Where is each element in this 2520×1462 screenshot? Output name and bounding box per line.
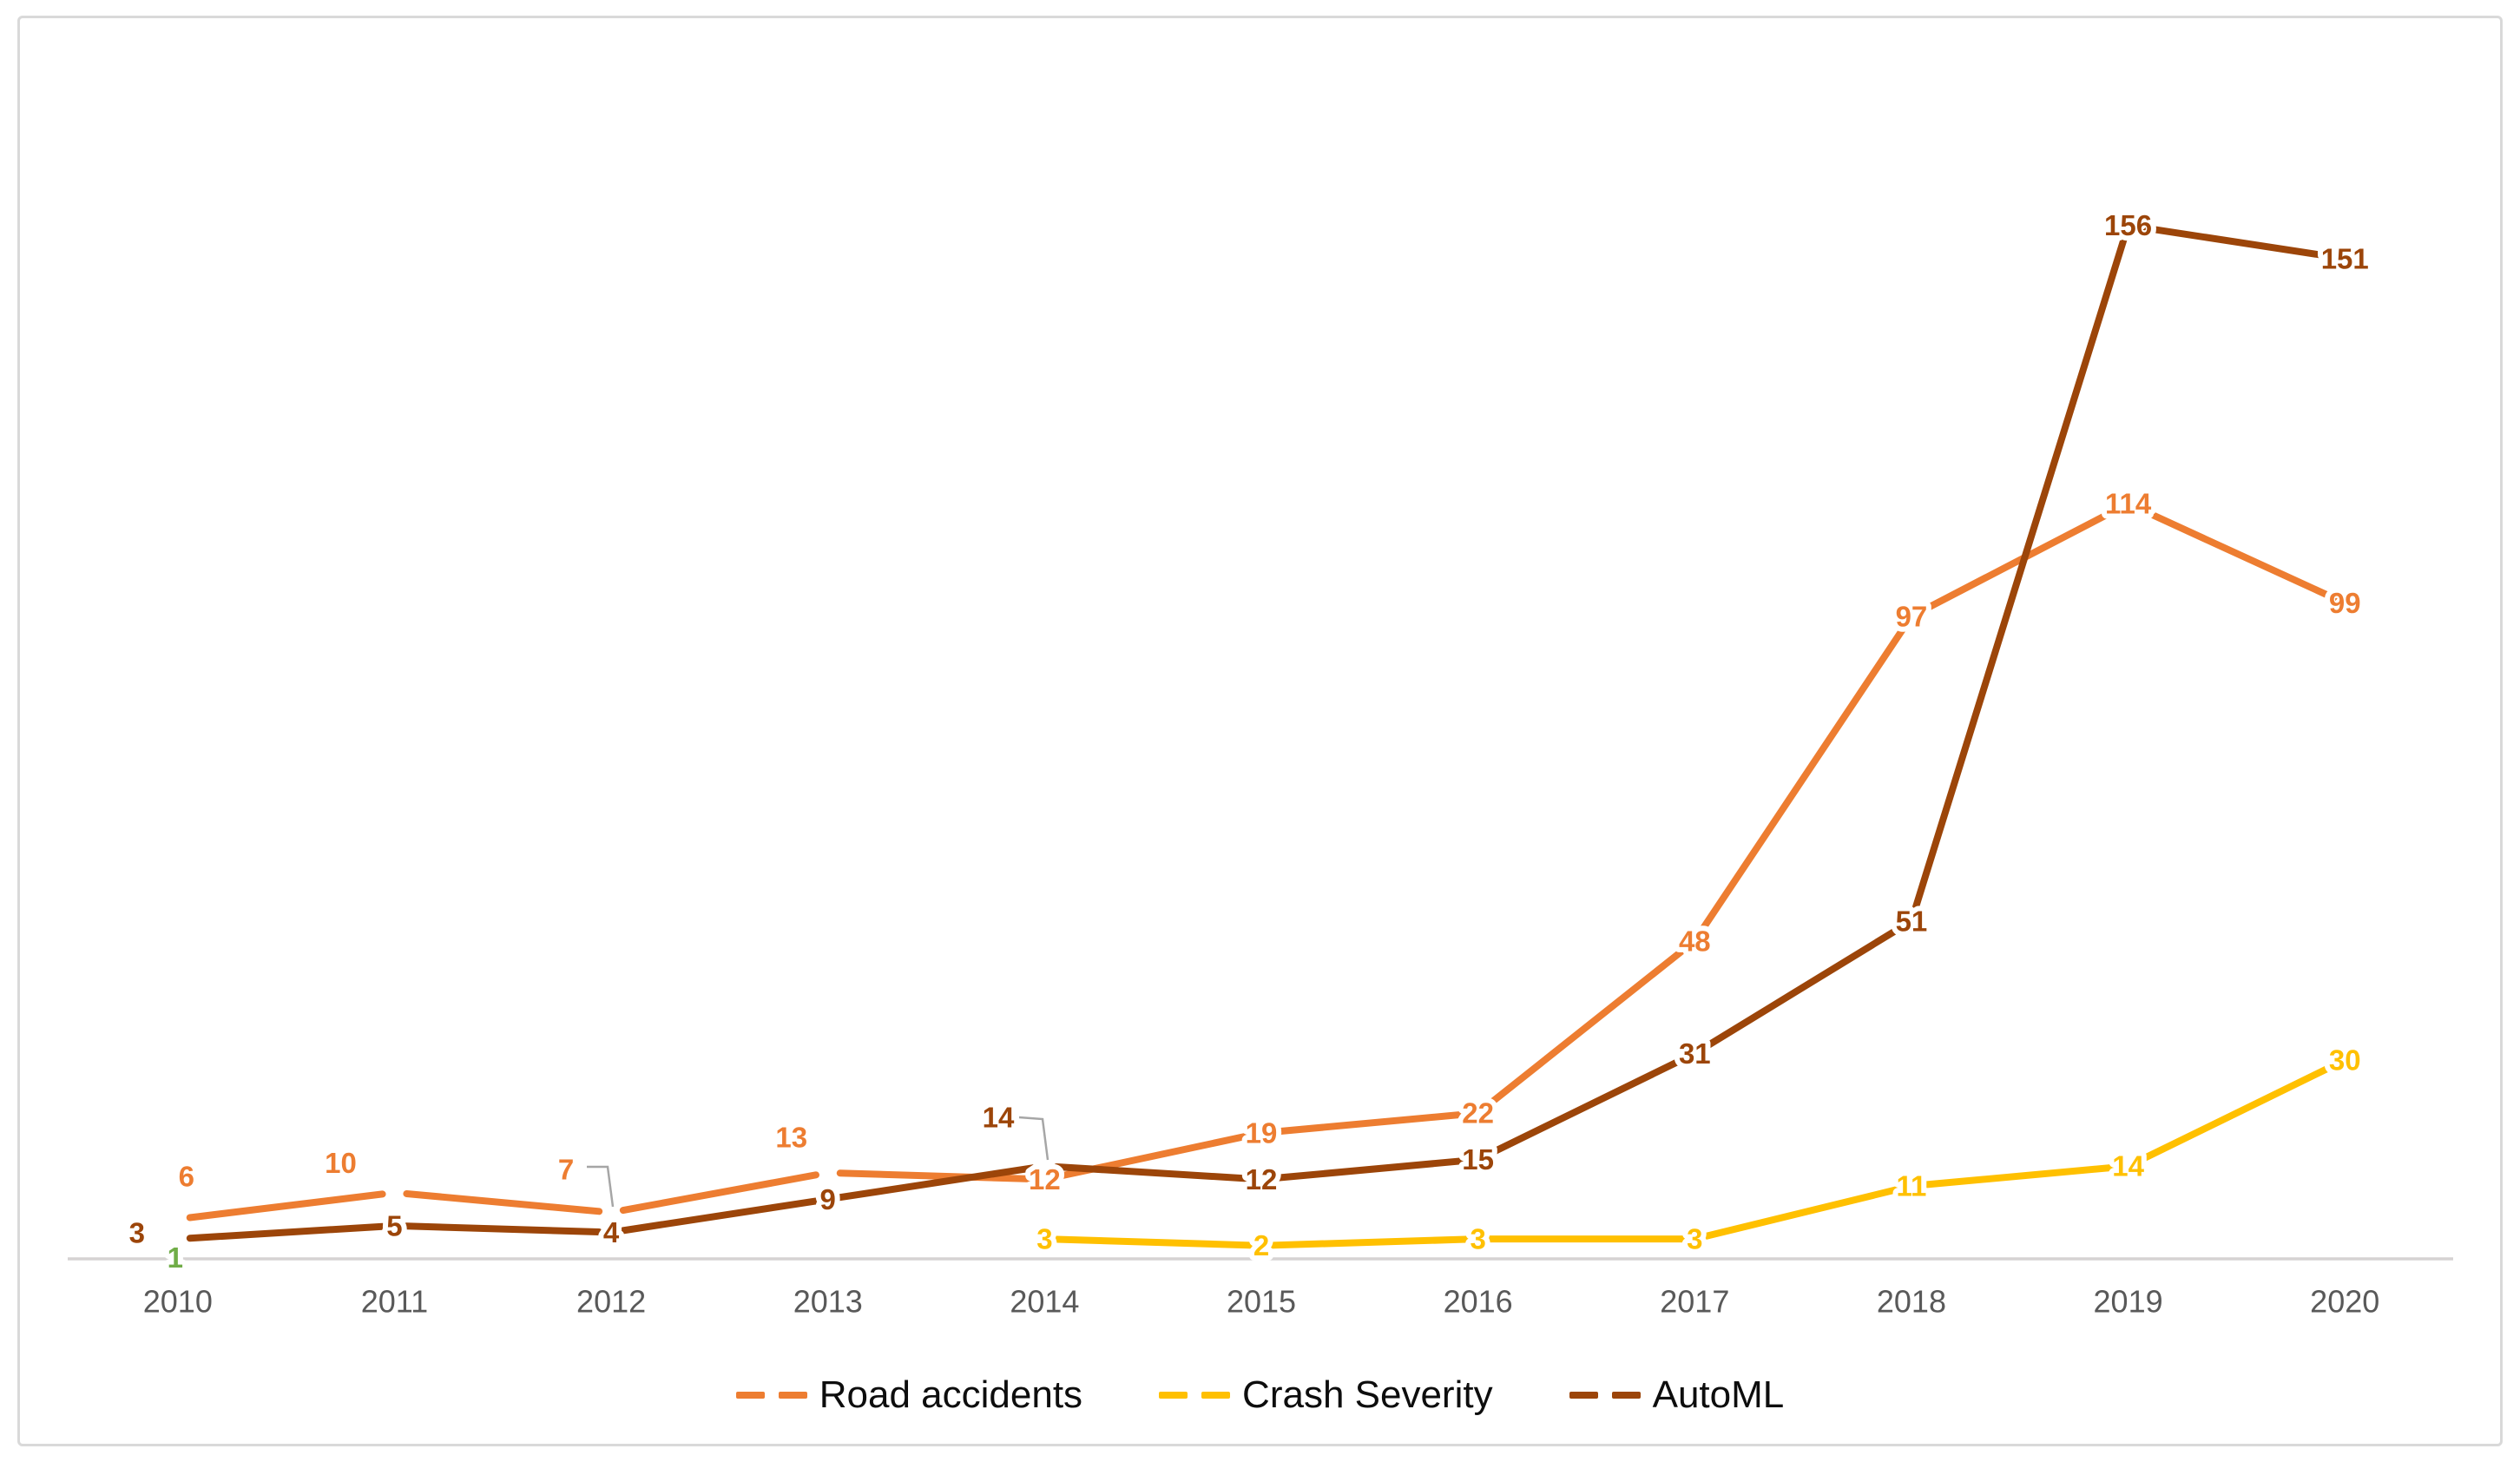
line-segment — [2136, 223, 2337, 260]
series-labels-automl: 3 5 4 9 14 12 15 31 51 156 151 — [124, 204, 2374, 1254]
chart-legend: Road accidents Crash Severity AutoML — [0, 1373, 2520, 1417]
x-tick-label-2018: 2018 — [1877, 1284, 1946, 1320]
legend-dash-icon — [735, 1392, 765, 1399]
line-segment — [1698, 622, 1909, 935]
data-label: 14 — [2112, 1150, 2144, 1182]
series-line-automl — [186, 223, 2337, 1242]
data-label: 15 — [1462, 1143, 1494, 1176]
legend-line-sample-crash-severity — [1159, 1392, 1231, 1399]
series-line-road-accidents — [186, 505, 2338, 1222]
line-segment — [1702, 1185, 1904, 1240]
data-label: 13 — [775, 1121, 807, 1153]
series-labels-road-accidents: 6 10 7 13 12 19 22 48 97 114 99 — [174, 483, 2366, 1201]
x-tick-label-2012: 2012 — [576, 1284, 646, 1320]
legend-dash-icon — [1201, 1392, 1231, 1399]
legend-dash-icon — [1611, 1392, 1641, 1399]
line-segment — [619, 1171, 819, 1215]
data-label: 6 — [179, 1161, 194, 1193]
line-segment — [1911, 234, 2129, 913]
legend-item-road-accidents: Road accidents — [735, 1373, 1083, 1417]
data-label: 3 — [1470, 1223, 1485, 1255]
line-segment — [1918, 505, 2122, 615]
data-label: 3 — [1036, 1223, 1052, 1255]
line-segment — [1270, 1235, 1470, 1249]
line-segment — [1269, 1110, 1470, 1136]
line-segment — [836, 1169, 1036, 1183]
line-segment — [186, 1190, 386, 1222]
series-line-crash-severity — [1053, 1062, 2338, 1249]
data-label: 31 — [1679, 1037, 1711, 1070]
data-label: 99 — [2329, 587, 2361, 619]
line-segment — [1053, 1235, 1253, 1249]
legend-label: AutoML — [1652, 1373, 1785, 1416]
data-label: 156 — [2104, 209, 2152, 241]
data-label: 12 — [1246, 1163, 1278, 1195]
data-label: 30 — [2329, 1044, 2361, 1077]
data-label: 151 — [2321, 242, 2369, 274]
legend-dash-icon — [1159, 1392, 1188, 1399]
x-tick-label-2015: 2015 — [1227, 1284, 1296, 1320]
data-label: 11 — [1896, 1170, 1926, 1202]
legend-line-sample-automl — [1569, 1392, 1641, 1399]
data-label: 97 — [1896, 600, 1928, 632]
line-segment — [1053, 1163, 1253, 1182]
data-label: 12 — [1029, 1163, 1061, 1195]
data-label: 9 — [820, 1183, 836, 1215]
data-label: 48 — [1679, 925, 1711, 957]
x-tick-label-2014: 2014 — [1010, 1284, 1079, 1320]
x-tick-label-2017: 2017 — [1660, 1284, 1729, 1320]
x-tick-label-2020: 2020 — [2310, 1284, 2379, 1320]
data-label-leader-line — [587, 1165, 615, 1208]
legend-dash-icon — [778, 1392, 807, 1399]
x-tick-label-2010: 2010 — [143, 1284, 213, 1320]
line-segment — [1485, 1055, 1688, 1158]
line-segment — [619, 1197, 819, 1235]
x-tick-label-2019: 2019 — [2094, 1284, 2163, 1320]
line-segment — [403, 1189, 603, 1215]
data-label: 4 — [603, 1216, 620, 1248]
data-label: 51 — [1896, 905, 1928, 937]
legend-dash-icon — [1569, 1392, 1598, 1399]
data-label: 7 — [558, 1154, 574, 1186]
data-label: 5 — [386, 1209, 402, 1241]
x-tick-label-2016: 2016 — [1444, 1284, 1513, 1320]
legend-label: Road accidents — [819, 1373, 1083, 1416]
line-segment — [836, 1164, 1036, 1202]
data-label-leader-line — [1018, 1116, 1049, 1161]
line-segment — [1919, 1163, 2120, 1189]
line-segment — [186, 1222, 386, 1242]
data-label: 3 — [129, 1217, 145, 1249]
legend-item-crash-severity: Crash Severity — [1159, 1373, 1493, 1417]
data-label: 22 — [1462, 1097, 1494, 1129]
line-segment — [403, 1222, 603, 1236]
line-segment — [1484, 945, 1689, 1110]
line-segment — [2135, 505, 2338, 602]
x-tick-label-2013: 2013 — [793, 1284, 863, 1320]
data-label: 10 — [325, 1147, 357, 1179]
data-label: 3 — [1687, 1223, 1702, 1255]
data-label: 1 — [168, 1241, 183, 1274]
data-label: 14 — [983, 1102, 1015, 1134]
line-segment — [1269, 1156, 1470, 1182]
line-segment — [2135, 1062, 2338, 1165]
x-tick-label-2011: 2011 — [361, 1284, 428, 1320]
legend-label: Crash Severity — [1242, 1373, 1493, 1416]
line-segment — [1701, 924, 1905, 1051]
legend-item-automl: AutoML — [1569, 1373, 1785, 1417]
data-label: 114 — [2105, 488, 2152, 520]
legend-line-sample-road-accidents — [735, 1392, 807, 1399]
data-label: 2 — [1253, 1229, 1269, 1261]
data-label: 19 — [1246, 1117, 1278, 1149]
